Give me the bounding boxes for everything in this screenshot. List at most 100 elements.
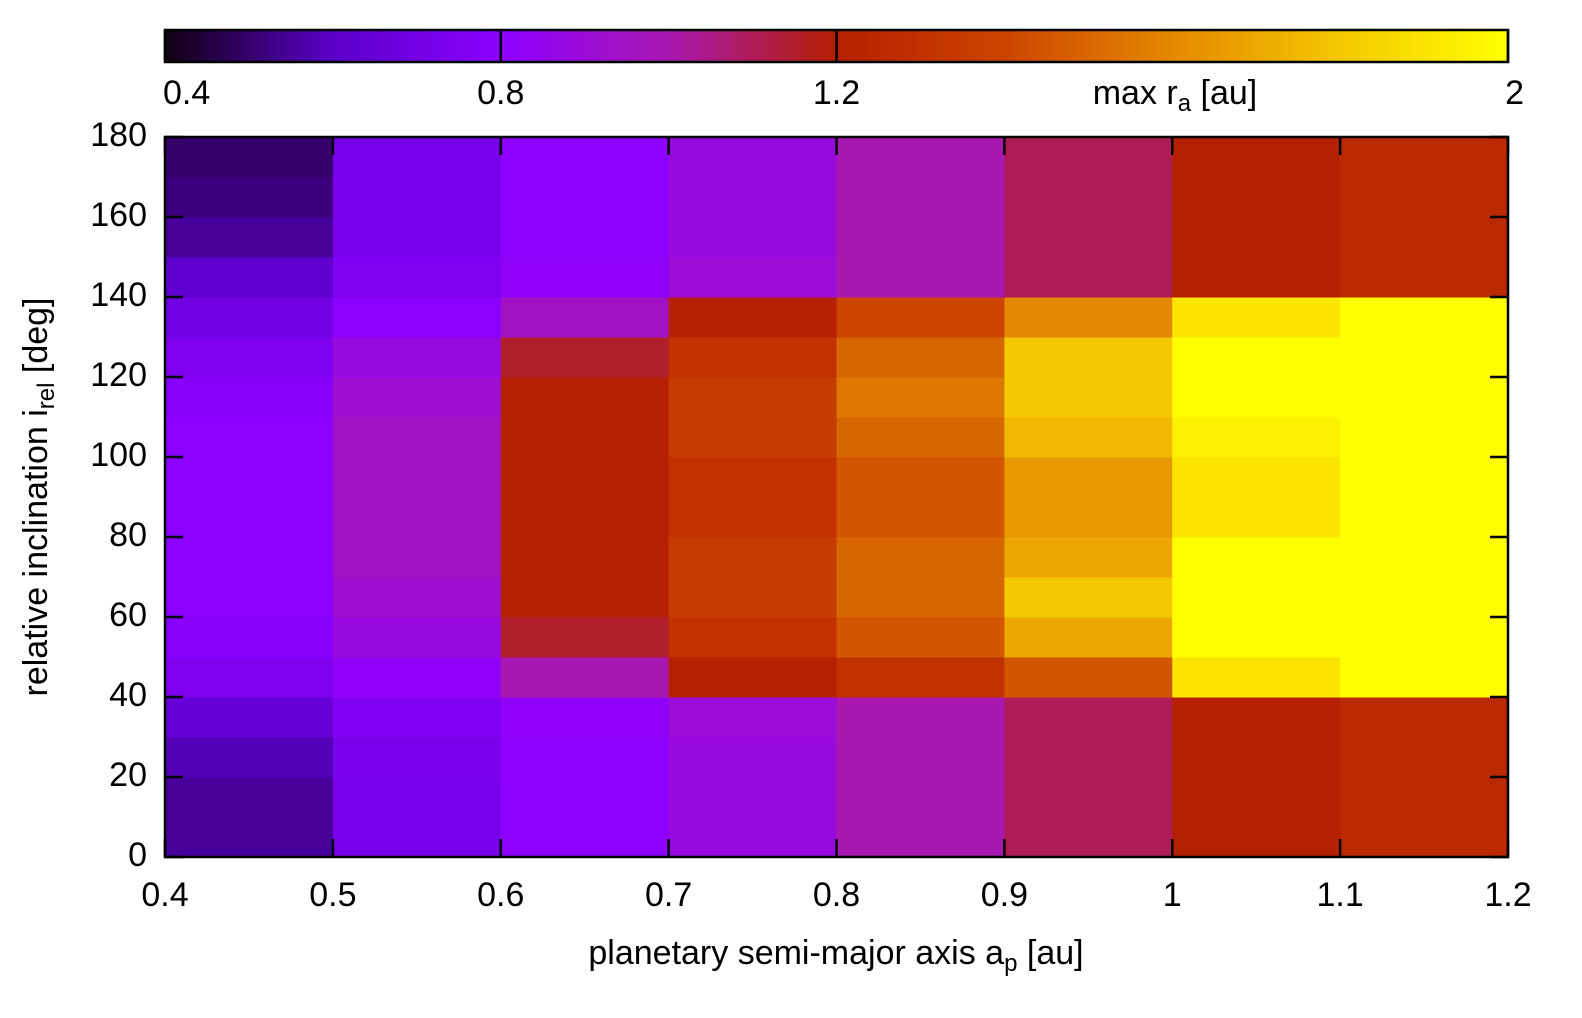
heatmap-cell — [165, 457, 334, 498]
heatmap-cell — [165, 537, 334, 578]
heatmap-cell — [1004, 257, 1173, 298]
x-tick-label: 0.6 — [477, 876, 524, 914]
heatmap-cell — [836, 417, 1005, 458]
heatmap-cell — [668, 417, 837, 458]
x-tick-label: 0.5 — [309, 876, 356, 914]
y-tick-label: 120 — [90, 356, 147, 394]
heatmap-cell — [836, 537, 1005, 578]
heatmap-cell — [668, 217, 837, 258]
heatmap-cell — [1340, 137, 1509, 178]
heatmap-cell — [1172, 257, 1341, 298]
heatmap-cell — [332, 417, 502, 458]
heatmap-cell — [165, 177, 334, 218]
heatmap-cell — [1004, 777, 1173, 818]
heatmap-cell — [668, 737, 837, 778]
heatmap-cell — [836, 657, 1005, 698]
heatmap-cell — [332, 297, 502, 338]
heatmap-cell — [165, 737, 334, 778]
heatmap-cell — [668, 137, 837, 178]
x-axis-label: planetary semi-major axis ap [au] — [588, 934, 1083, 977]
heatmap-cell — [668, 617, 837, 658]
heatmap-cell — [332, 457, 502, 498]
heatmap-cell — [1172, 697, 1341, 738]
heatmap-cell — [668, 377, 837, 418]
heatmap-cell — [1340, 817, 1509, 858]
heatmap-cell — [836, 817, 1005, 858]
heatmap-cell — [1340, 577, 1509, 618]
y-tick-label: 80 — [109, 516, 147, 554]
heatmap-cell — [332, 257, 502, 298]
heatmap-cell — [165, 337, 334, 378]
label-text: [deg] — [17, 297, 55, 382]
x-tick-label: 0.8 — [813, 876, 860, 914]
colorbar-tick-label: 1.2 — [813, 74, 860, 112]
heatmap-cell — [332, 817, 502, 858]
heatmap-cell — [500, 257, 670, 298]
heatmap-cell — [500, 737, 670, 778]
heatmap-cell — [1172, 217, 1341, 258]
heatmap-cell — [1172, 537, 1341, 578]
heatmap-cell — [668, 817, 837, 858]
heatmap-cell — [1340, 657, 1509, 698]
heatmap-cell — [165, 417, 334, 458]
heatmap-cell — [1340, 177, 1509, 218]
heatmap-cell — [500, 777, 670, 818]
y-tick-label: 180 — [90, 116, 147, 154]
heatmap-cell — [500, 657, 670, 698]
colorbar-tick-label: 0.8 — [477, 74, 524, 112]
heatmap-cell — [500, 457, 670, 498]
heatmap-cell — [1004, 657, 1173, 698]
heatmap-cell — [500, 137, 670, 178]
heatmap-cell — [165, 657, 334, 698]
heatmap-cell — [500, 177, 670, 218]
colorbar-label: max ra [au] — [1093, 74, 1258, 117]
heatmap-cell — [332, 137, 502, 178]
heatmap-cell — [1004, 377, 1173, 418]
heatmap-cell — [500, 817, 670, 858]
heatmap-cell — [1340, 377, 1509, 418]
heatmap-cell — [836, 497, 1005, 538]
heatmap-cell — [332, 537, 502, 578]
heatmap — [165, 137, 1509, 858]
heatmap-cell — [836, 257, 1005, 298]
heatmap-cell — [1340, 457, 1509, 498]
heatmap-cell — [500, 297, 670, 338]
heatmap-cell — [668, 297, 837, 338]
heatmap-cell — [165, 217, 334, 258]
heatmap-cell — [836, 137, 1005, 178]
y-tick-label: 0 — [128, 836, 147, 874]
heatmap-cell — [1340, 217, 1509, 258]
heatmap-cell — [332, 377, 502, 418]
heatmap-cell — [836, 777, 1005, 818]
heatmap-cell — [668, 257, 837, 298]
heatmap-cell — [1172, 817, 1341, 858]
heatmap-cell — [1004, 217, 1173, 258]
y-tick-label: 140 — [90, 276, 147, 314]
heatmap-cell — [668, 497, 837, 538]
heatmap-cell — [500, 497, 670, 538]
heatmap-cell — [836, 617, 1005, 658]
heatmap-cell — [1172, 777, 1341, 818]
subscript: p — [1004, 950, 1017, 977]
label-text: relative inclination i — [17, 409, 55, 696]
heatmap-cell — [1340, 697, 1509, 738]
y-axis-label: relative inclination irel [deg] — [17, 297, 60, 696]
heatmap-cell — [1340, 777, 1509, 818]
heatmap-cell — [836, 377, 1005, 418]
heatmap-cell — [836, 297, 1005, 338]
heatmap-cell — [668, 657, 837, 698]
heatmap-cell — [836, 737, 1005, 778]
y-tick-label: 160 — [90, 196, 147, 234]
heatmap-cell — [1004, 457, 1173, 498]
heatmap-cell — [332, 217, 502, 258]
heatmap-cell — [165, 817, 334, 858]
heatmap-cell — [1004, 497, 1173, 538]
heatmap-cell — [1340, 297, 1509, 338]
heatmap-cell — [1340, 337, 1509, 378]
heatmap-cell — [668, 177, 837, 218]
heatmap-cell — [1172, 177, 1341, 218]
label-text: [au] — [1191, 74, 1257, 112]
heatmap-cell — [1004, 817, 1173, 858]
x-tick-label: 0.7 — [645, 876, 692, 914]
heatmap-cell — [668, 537, 837, 578]
